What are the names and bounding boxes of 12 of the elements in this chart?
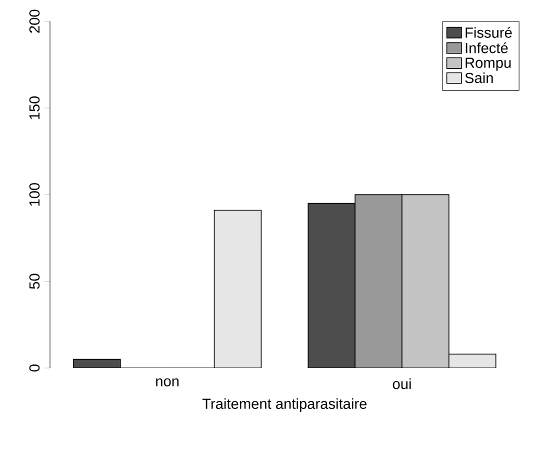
legend-label: Fissuré <box>466 26 512 38</box>
y-tick-label: 200 <box>29 10 40 33</box>
y-tick-label: 0 <box>29 364 40 372</box>
y-tick-label: 100 <box>29 183 40 206</box>
x-axis-title: Traitement antiparasitaire <box>202 398 367 412</box>
y-tick-label: 150 <box>29 96 40 120</box>
x-tick-label: non <box>156 378 179 386</box>
legend-label: Sain <box>465 72 493 84</box>
legend-label: Infecté <box>466 42 508 54</box>
x-tick-label: oui <box>392 378 411 390</box>
legend-label: Rompu <box>466 58 511 71</box>
y-tick-label: 50 <box>29 274 40 289</box>
